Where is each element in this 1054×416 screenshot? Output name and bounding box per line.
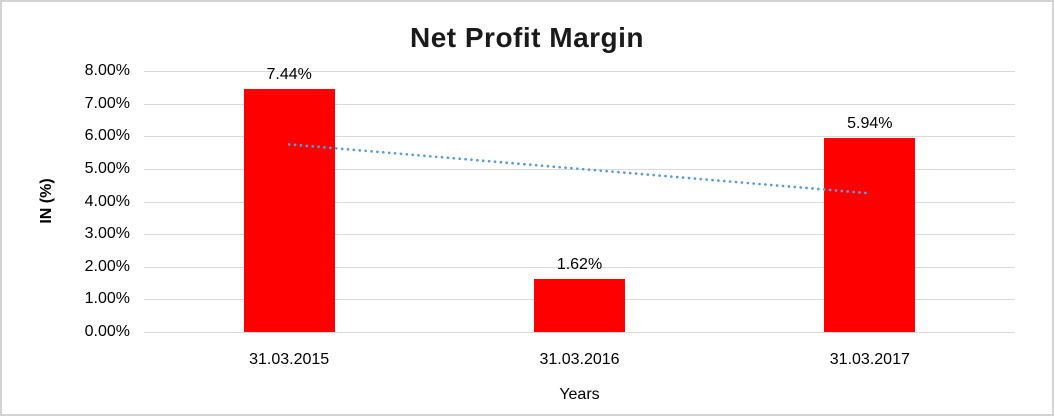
y-tick-label: 3.00% — [84, 225, 130, 243]
y-tick-label: 8.00% — [84, 62, 130, 79]
gridline — [144, 266, 1015, 268]
x-tick-label: 31.03.2015 — [249, 351, 330, 368]
y-tick-label: 4.00% — [84, 192, 130, 210]
x-axis-title: Years — [559, 386, 600, 403]
gridline — [144, 103, 1015, 105]
gridline — [144, 71, 1015, 72]
bar-31.03.2016 — [534, 279, 625, 332]
chart-title: Net Profit Margin — [409, 22, 645, 53]
gridline — [144, 332, 1015, 333]
y-tick-label: 5.00% — [84, 159, 130, 177]
data-label: 5.94% — [847, 115, 893, 133]
x-tick-label: 31.03.2016 — [539, 351, 620, 368]
y-tick-label: 2.00% — [84, 257, 130, 275]
gridline — [144, 234, 1015, 236]
data-label: 1.62% — [556, 256, 603, 274]
y-tick-label: 7.00% — [84, 94, 130, 112]
y-tick-label: 6.00% — [84, 127, 130, 145]
gridline — [144, 136, 1015, 138]
bar-31.03.2017 — [824, 138, 916, 332]
bar-31.03.2015 — [243, 89, 335, 332]
y-tick-label: 0.00% — [84, 323, 130, 340]
y-tick-label: 1.00% — [84, 290, 130, 308]
data-label: 7.44% — [266, 66, 312, 84]
gridline — [144, 201, 1015, 203]
x-tick-label: 31.03.2017 — [829, 351, 910, 368]
